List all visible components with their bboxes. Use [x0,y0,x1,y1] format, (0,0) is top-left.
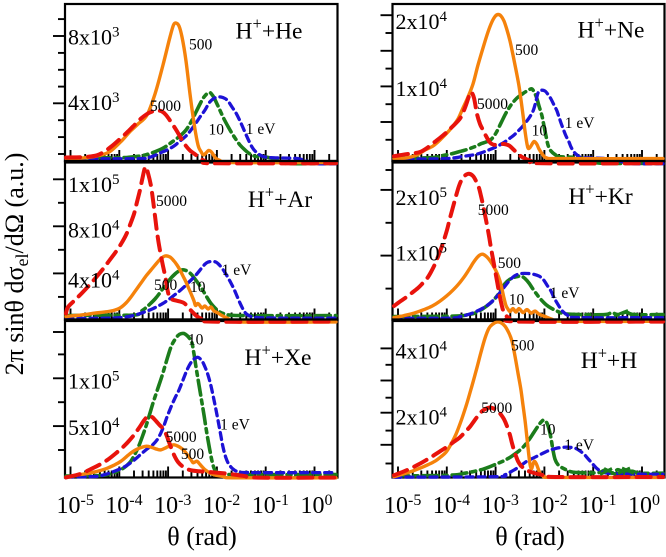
svg-text:1x105: 1x105 [68,369,120,394]
svg-text:1 eV: 1 eV [565,115,596,132]
svg-text:10: 10 [509,292,525,309]
svg-text:1 eV: 1 eV [550,285,581,302]
svg-text:500: 500 [181,446,205,463]
svg-text:H++Ne: H++Ne [578,13,645,44]
svg-text:1 eV: 1 eV [564,437,595,454]
svg-text:5000: 5000 [481,400,512,417]
svg-text:500: 500 [515,42,539,59]
svg-text:500: 500 [189,37,213,54]
svg-text:H++H: H++H [581,344,638,375]
svg-text:H++Xe: H++Xe [245,341,312,372]
svg-text:θ (rad): θ (rad) [167,522,236,551]
svg-text:θ (rad): θ (rad) [495,522,564,551]
svg-text:10: 10 [190,279,206,296]
svg-text:10: 10 [188,332,204,349]
svg-text:H++He: H++He [236,14,303,45]
svg-text:4x104: 4x104 [396,339,448,364]
svg-text:1x104: 1x104 [396,76,448,101]
svg-text:8x104: 8x104 [68,218,120,243]
svg-text:2x105: 2x105 [396,185,448,210]
svg-text:500: 500 [511,337,534,354]
svg-text:1 eV: 1 eV [222,262,253,279]
svg-text:2x104: 2x104 [396,9,448,34]
svg-text:8x103: 8x103 [68,24,120,49]
svg-text:5x104: 5x104 [68,415,120,440]
svg-text:10-2: 10-2 [530,492,567,519]
svg-text:1 eV: 1 eV [220,417,251,434]
svg-text:5000: 5000 [477,96,508,113]
svg-text:10: 10 [209,122,225,139]
svg-text:1x105: 1x105 [396,241,448,266]
svg-text:10: 10 [540,422,556,439]
svg-text:5000: 5000 [166,429,197,446]
svg-text:500: 500 [154,277,178,294]
svg-text:H++Kr: H++Kr [568,180,633,211]
svg-text:1 eV: 1 eV [246,121,277,138]
svg-text:5000: 5000 [478,202,509,219]
svg-text:10: 10 [532,123,548,140]
svg-text:5000: 5000 [156,193,187,210]
svg-text:500: 500 [498,255,522,272]
svg-text:5000: 5000 [150,98,181,115]
svg-text:2π sinθ dσel/dΩ (a.u.): 2π sinθ dσel/dΩ (a.u.) [0,153,32,376]
svg-text:4x103: 4x103 [68,90,120,115]
svg-text:H++Ar: H++Ar [248,183,313,214]
svg-text:4x104: 4x104 [68,268,120,293]
svg-text:2x104: 2x104 [396,404,448,429]
svg-text:1x105: 1x105 [68,172,120,197]
